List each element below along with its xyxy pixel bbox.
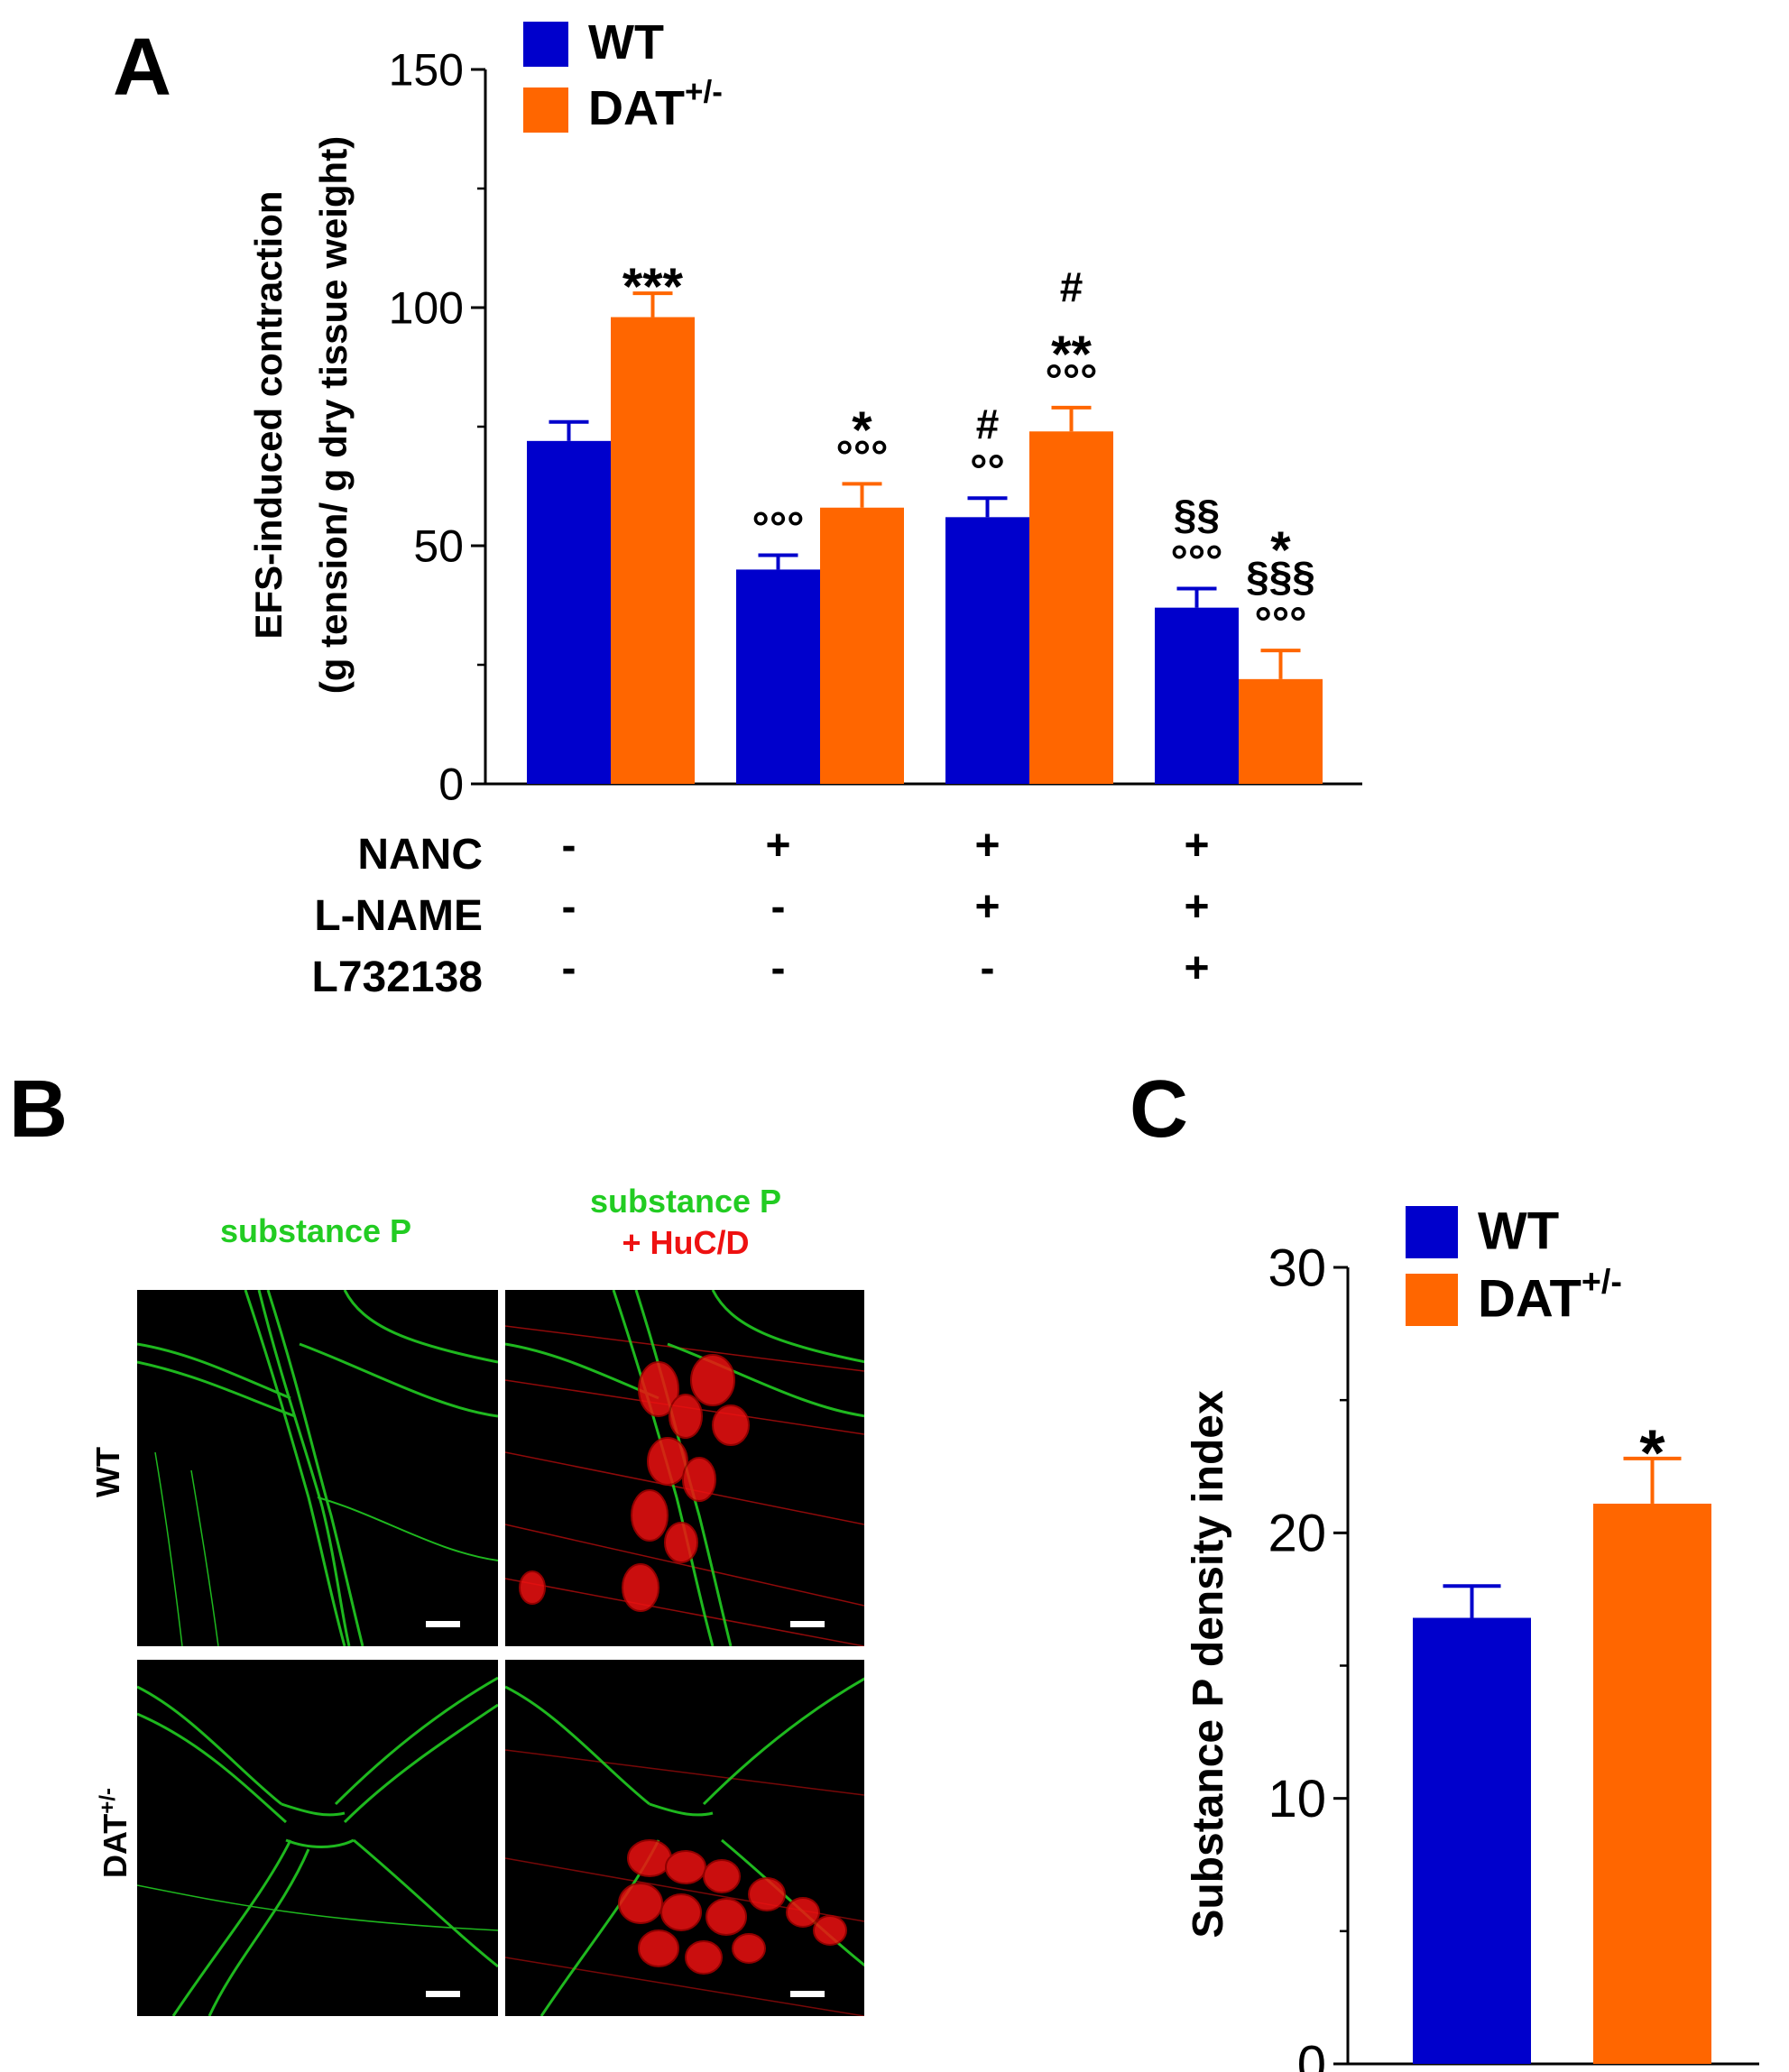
significance-label: * bbox=[1639, 1417, 1665, 1490]
legend-swatch bbox=[1406, 1274, 1458, 1326]
condition-value: + bbox=[1184, 822, 1209, 870]
significance-label: °°° bbox=[836, 432, 889, 481]
condition-value: + bbox=[1184, 944, 1209, 992]
row-header-wt: WT bbox=[89, 1447, 126, 1497]
significance-label: °°° bbox=[1046, 356, 1098, 405]
significance-label: # bbox=[976, 401, 1000, 447]
legend-label: WT bbox=[588, 15, 664, 69]
bar bbox=[527, 440, 611, 784]
bar bbox=[1413, 1617, 1531, 2064]
y-tick-label: 0 bbox=[438, 760, 464, 810]
legend-label: DAT+/- bbox=[588, 75, 723, 135]
significance-label: §§§ bbox=[1246, 553, 1315, 600]
y-tick-label: 0 bbox=[1297, 2035, 1326, 2072]
y-tick-label: 20 bbox=[1268, 1505, 1326, 1563]
legend-label: DAT+/- bbox=[1478, 1262, 1622, 1328]
significance-label: °°° bbox=[752, 504, 805, 553]
y-tick-label: 50 bbox=[413, 521, 464, 572]
micrograph-dat-merge bbox=[505, 1660, 864, 2016]
y-tick-label: 100 bbox=[389, 283, 464, 334]
bar bbox=[945, 517, 1029, 784]
condition-label: L732138 bbox=[312, 953, 484, 1001]
bar bbox=[820, 507, 904, 784]
legend-swatch bbox=[523, 87, 568, 133]
panel-letter-b: B bbox=[9, 1064, 68, 1155]
micrograph-wt-substance-p bbox=[137, 1290, 498, 1646]
condition-value: - bbox=[771, 944, 786, 992]
legend-label: WT bbox=[1478, 1202, 1559, 1261]
y-tick-label: 10 bbox=[1268, 1770, 1326, 1828]
condition-label: L-NAME bbox=[314, 892, 483, 940]
condition-label: NANC bbox=[357, 831, 483, 879]
bar bbox=[611, 317, 695, 784]
legend-swatch bbox=[523, 22, 568, 67]
condition-value: + bbox=[1184, 883, 1209, 931]
significance-label: ** bbox=[1051, 326, 1092, 383]
bar bbox=[1155, 607, 1239, 784]
significance-label: §§ bbox=[1174, 492, 1220, 539]
significance-label: * bbox=[852, 401, 872, 459]
micrograph-wt-merge bbox=[505, 1290, 864, 1646]
y-axis-label: Substance P density index bbox=[1185, 1390, 1232, 1938]
chart-c: 0 10 20 30 Substance P density index * WTDAT+/… bbox=[1185, 1202, 1759, 2072]
y-axis-label: EFS-induced contraction bbox=[247, 190, 290, 639]
significance-label: *** bbox=[622, 258, 684, 316]
chart-a: 0 50 100 150 EFS-induced contraction (g tensi… bbox=[247, 15, 1362, 1001]
panel-letter-c: C bbox=[1130, 1064, 1188, 1155]
panel-letter-a: A bbox=[113, 23, 171, 113]
bar bbox=[1029, 431, 1113, 784]
condition-value: + bbox=[765, 822, 790, 870]
significance-label: °° bbox=[970, 447, 1005, 495]
condition-value: - bbox=[981, 944, 995, 992]
bar bbox=[1593, 1503, 1711, 2064]
condition-value: - bbox=[562, 822, 576, 870]
y-tick-label: 150 bbox=[389, 45, 464, 96]
condition-value: - bbox=[771, 883, 786, 931]
column-header-substance-p: substance P bbox=[219, 1212, 412, 1249]
y-axis-label: (g tension/ g dry tissue weight) bbox=[312, 136, 355, 694]
legend-swatch bbox=[1406, 1206, 1458, 1258]
significance-label: °°° bbox=[1255, 599, 1307, 648]
significance-label: # bbox=[1060, 263, 1084, 310]
significance-label: * bbox=[1270, 521, 1291, 579]
condition-value: - bbox=[562, 944, 576, 992]
column-header-merge-line1: substance P bbox=[589, 1183, 782, 1220]
row-header-dat: DAT+/- bbox=[96, 1788, 134, 1879]
bar bbox=[1239, 678, 1323, 784]
significance-label: °°° bbox=[1171, 538, 1223, 586]
bar bbox=[736, 569, 820, 784]
condition-value: - bbox=[562, 883, 576, 931]
y-tick-label: 30 bbox=[1268, 1239, 1326, 1297]
condition-value: + bbox=[974, 883, 1000, 931]
column-header-merge-line2: + HuC/D bbox=[622, 1224, 750, 1261]
condition-value: + bbox=[974, 822, 1000, 870]
micrograph-dat-substance-p bbox=[137, 1660, 498, 2016]
